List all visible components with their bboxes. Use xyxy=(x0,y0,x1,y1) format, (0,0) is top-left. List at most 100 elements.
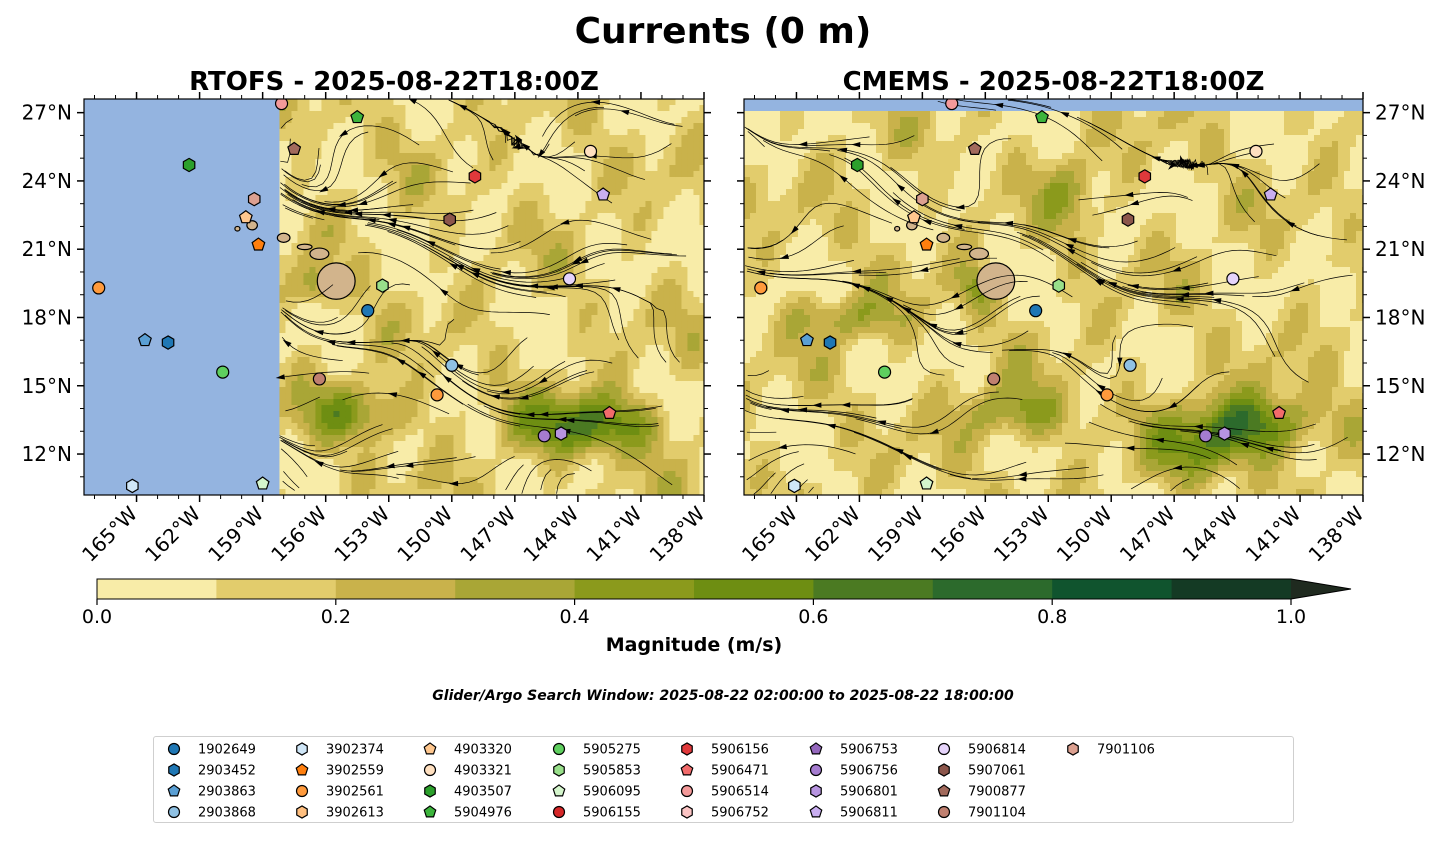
marker-2903452 xyxy=(161,335,175,350)
x-tick-label: 141°W xyxy=(1241,501,1306,566)
legend-entry: 5906756 xyxy=(809,764,898,779)
x-tick-label: 162°W xyxy=(140,501,205,566)
legend-label: 7901106 xyxy=(1097,743,1155,758)
legend-entries: 1902649 2903452 2903863 2903868 3902374 39025… xyxy=(167,742,1155,821)
legend-marker-5906801 xyxy=(810,784,822,798)
legend-marker-3902561 xyxy=(295,784,309,798)
legend-label: 7900877 xyxy=(968,785,1026,800)
legend-entry: 2903452 xyxy=(168,763,256,779)
legend-label: 3902559 xyxy=(326,764,384,779)
legend-label: 3902561 xyxy=(326,785,384,800)
legend-entry: 2903863 xyxy=(167,784,256,800)
x-tick-label: 141°W xyxy=(581,501,646,566)
legend-marker-7901104 xyxy=(937,805,951,819)
legend-label: 5906756 xyxy=(840,764,898,779)
legend-label: 2903863 xyxy=(198,785,256,800)
colorbar-tick-label: 0.8 xyxy=(1037,606,1067,628)
marker-2903863 xyxy=(137,332,152,347)
legend-label: 5905853 xyxy=(583,764,641,779)
float-markers xyxy=(754,99,1287,494)
y-tick-label: 15°N xyxy=(22,374,72,398)
x-tick-label: 165°W xyxy=(77,501,142,566)
legend-entry: 5905275 xyxy=(552,743,641,758)
x-tick-label: 138°W xyxy=(645,501,710,566)
legend-label: 5905275 xyxy=(583,743,641,758)
y-tick-label: 21°N xyxy=(22,237,72,261)
x-tick-label: 159°W xyxy=(203,501,268,566)
legend-entry: 1902649 xyxy=(167,743,256,758)
marker-1902649 xyxy=(361,304,375,318)
legend-label: 5907061 xyxy=(968,764,1026,779)
marker-5905275 xyxy=(216,365,230,379)
marker-5906801 xyxy=(554,426,568,441)
panel-title: CMEMS - 2025-08-22T18:00Z xyxy=(843,67,1265,97)
marker-5905275 xyxy=(877,365,892,379)
marker-3902561 xyxy=(1100,388,1114,402)
search-window-text: Glider/Argo Search Window: 2025-08-22 02… xyxy=(432,688,1014,704)
legend-label: 5906814 xyxy=(968,743,1026,758)
colorbar-tick-label: 0.4 xyxy=(559,606,589,628)
colorbar-segment xyxy=(335,579,456,599)
marker-5906471 xyxy=(602,405,617,420)
legend-marker-5907061 xyxy=(938,763,950,777)
marker-7901104 xyxy=(987,372,1001,386)
legend-label: 5906811 xyxy=(840,806,898,821)
legend-label: 5906156 xyxy=(711,743,769,758)
marker-4903321 xyxy=(583,144,598,158)
legend-label: 5906095 xyxy=(583,785,641,800)
legend-entry: 5906801 xyxy=(810,784,898,800)
marker-3902559 xyxy=(251,237,266,251)
marker-5906156 xyxy=(468,169,482,184)
y-tick-label: 12°N xyxy=(1375,442,1425,466)
x-tick-label: 153°W xyxy=(329,501,394,566)
legend-label: 4903320 xyxy=(454,743,512,758)
x-tick-label: 153°W xyxy=(989,501,1054,566)
marker-4903507 xyxy=(182,157,196,173)
marker-5906814 xyxy=(1226,272,1240,286)
marker-5904976 xyxy=(350,109,365,124)
legend-label: 4903321 xyxy=(454,764,512,779)
legend-marker-2903868 xyxy=(167,805,181,819)
marker-5906095 xyxy=(919,476,934,490)
float-markers xyxy=(92,99,617,494)
marker-4903321 xyxy=(1249,144,1263,158)
legend-marker-3902613 xyxy=(296,805,308,819)
legend-label: 3902374 xyxy=(326,743,384,758)
x-tick-label: 150°W xyxy=(1052,501,1117,566)
colorbar-segment xyxy=(574,579,695,599)
marker-3902559 xyxy=(919,237,934,251)
legend-entry: 7900877 xyxy=(937,784,1026,800)
map-panel-1: RTOFS - 2025-08-22T18:00Z 165°W162°W159°W… xyxy=(22,67,711,567)
legend-marker-4903321 xyxy=(423,763,437,777)
legend-entry: 5906095 xyxy=(552,784,641,800)
axes-frame xyxy=(83,98,705,496)
legend-marker-5904976 xyxy=(423,805,437,818)
marker-5906095 xyxy=(255,476,270,490)
x-tick-label: 150°W xyxy=(392,501,457,566)
colorbar-tick-label: 0.0 xyxy=(82,606,112,628)
legend-marker-5906156 xyxy=(681,742,693,756)
legend-entry: 5906471 xyxy=(680,763,769,779)
legend-label: 1902649 xyxy=(198,743,256,758)
y-tick-label: 15°N xyxy=(1375,374,1425,398)
legend-marker-5906814 xyxy=(937,742,951,756)
panel-title: RTOFS - 2025-08-22T18:00Z xyxy=(189,67,599,97)
legend-label: 5906514 xyxy=(711,785,769,800)
y-tick-label: 18°N xyxy=(22,305,72,329)
marker-5906756 xyxy=(1199,429,1213,443)
legend-marker-3902559 xyxy=(295,763,309,776)
marker-2903452 xyxy=(823,335,837,350)
legend-marker-5906514 xyxy=(680,784,694,798)
marker-4903320 xyxy=(906,209,921,224)
marker-5907061 xyxy=(443,212,457,227)
marker-3902374 xyxy=(788,478,801,494)
legend-marker-5906471 xyxy=(680,763,694,776)
marker-5904976 xyxy=(1034,109,1049,124)
x-tick-label: 156°W xyxy=(926,501,991,566)
colorbar-segment xyxy=(1171,579,1292,599)
legend-label: 5906155 xyxy=(583,806,641,821)
marker-5906814 xyxy=(562,272,577,286)
marker-2903863 xyxy=(799,332,814,347)
y-tick-label: 27°N xyxy=(1375,101,1425,125)
y-tick-label: 21°N xyxy=(1375,237,1425,261)
